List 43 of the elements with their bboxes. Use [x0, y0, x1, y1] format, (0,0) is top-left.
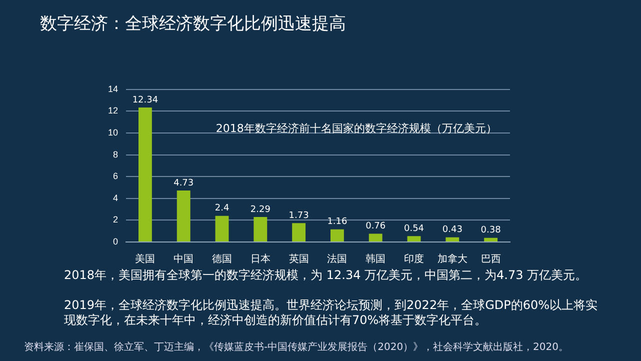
- x-tick-label: 韩国: [366, 252, 386, 265]
- bar: [368, 234, 382, 242]
- y-tick-label: 2: [112, 214, 118, 225]
- chart-title: 数字经济：全球经济数字化比例迅速提高: [40, 13, 346, 35]
- x-tick-label: 美国: [135, 252, 156, 265]
- y-tick-label: 6: [112, 171, 118, 182]
- x-tick-label: 日本: [250, 252, 270, 265]
- y-tick-label: 10: [108, 127, 118, 138]
- x-tick-label: 法国: [327, 252, 348, 265]
- y-tick-label: 12: [108, 106, 118, 116]
- text: 2019年，全球经济数字化比例迅速提高。世界经济论坛预测，到2022年，全球GDP的60%以上将实现数字化，在未来十年中，经济中创造的新价值估计有70%将基于数字化平台。: [64, 298, 599, 328]
- text: 2018年数字经济前十名国家的数字经济规模（万亿美元）: [216, 122, 497, 135]
- bar: [292, 223, 306, 242]
- x-tick-label: 中国: [174, 252, 194, 265]
- y-tick-label: 4: [112, 192, 118, 203]
- bar: [138, 107, 152, 242]
- y-tick-label: 0: [112, 236, 118, 246]
- x-tick-label: 加拿大: [437, 252, 468, 265]
- y-tick-label: 14: [108, 84, 118, 94]
- bar: [176, 190, 190, 242]
- bar: [446, 237, 460, 242]
- data-label: 0.38: [480, 226, 502, 236]
- x-tick-label: 德国: [212, 254, 232, 265]
- x-tick-label: 英国: [288, 252, 309, 265]
- x-tick-label: 印度: [404, 252, 424, 265]
- data-label: 1.73: [288, 210, 309, 221]
- bar: [484, 238, 498, 242]
- data-label: 1.16: [327, 217, 348, 228]
- bar: [215, 216, 229, 242]
- data-label: 2.4: [214, 204, 230, 214]
- bar: [330, 229, 344, 242]
- bar: [254, 217, 268, 242]
- bar: [407, 236, 421, 242]
- y-tick-label: 8: [112, 149, 118, 160]
- data-label: 12.34: [132, 95, 158, 106]
- data-label: 4.73: [174, 178, 194, 188]
- text: 资料来源：崔保国、徐立军、丁迈主编，《传媒蓝皮书-中国传媒产业发展报告（2020）》，社会科学文献出版社，2020。: [24, 340, 569, 354]
- data-label: 2.29: [250, 204, 271, 215]
- text: 2018年，美国拥有全球第一的数字经济规模，为 12.34 万亿美元，中国第二，为4.73 万亿美元。: [64, 268, 588, 283]
- x-tick-label: 巴西: [480, 254, 501, 265]
- data-label: 0.76: [366, 222, 386, 232]
- data-label: 0.54: [404, 224, 424, 234]
- data-label: 0.43: [442, 225, 462, 236]
